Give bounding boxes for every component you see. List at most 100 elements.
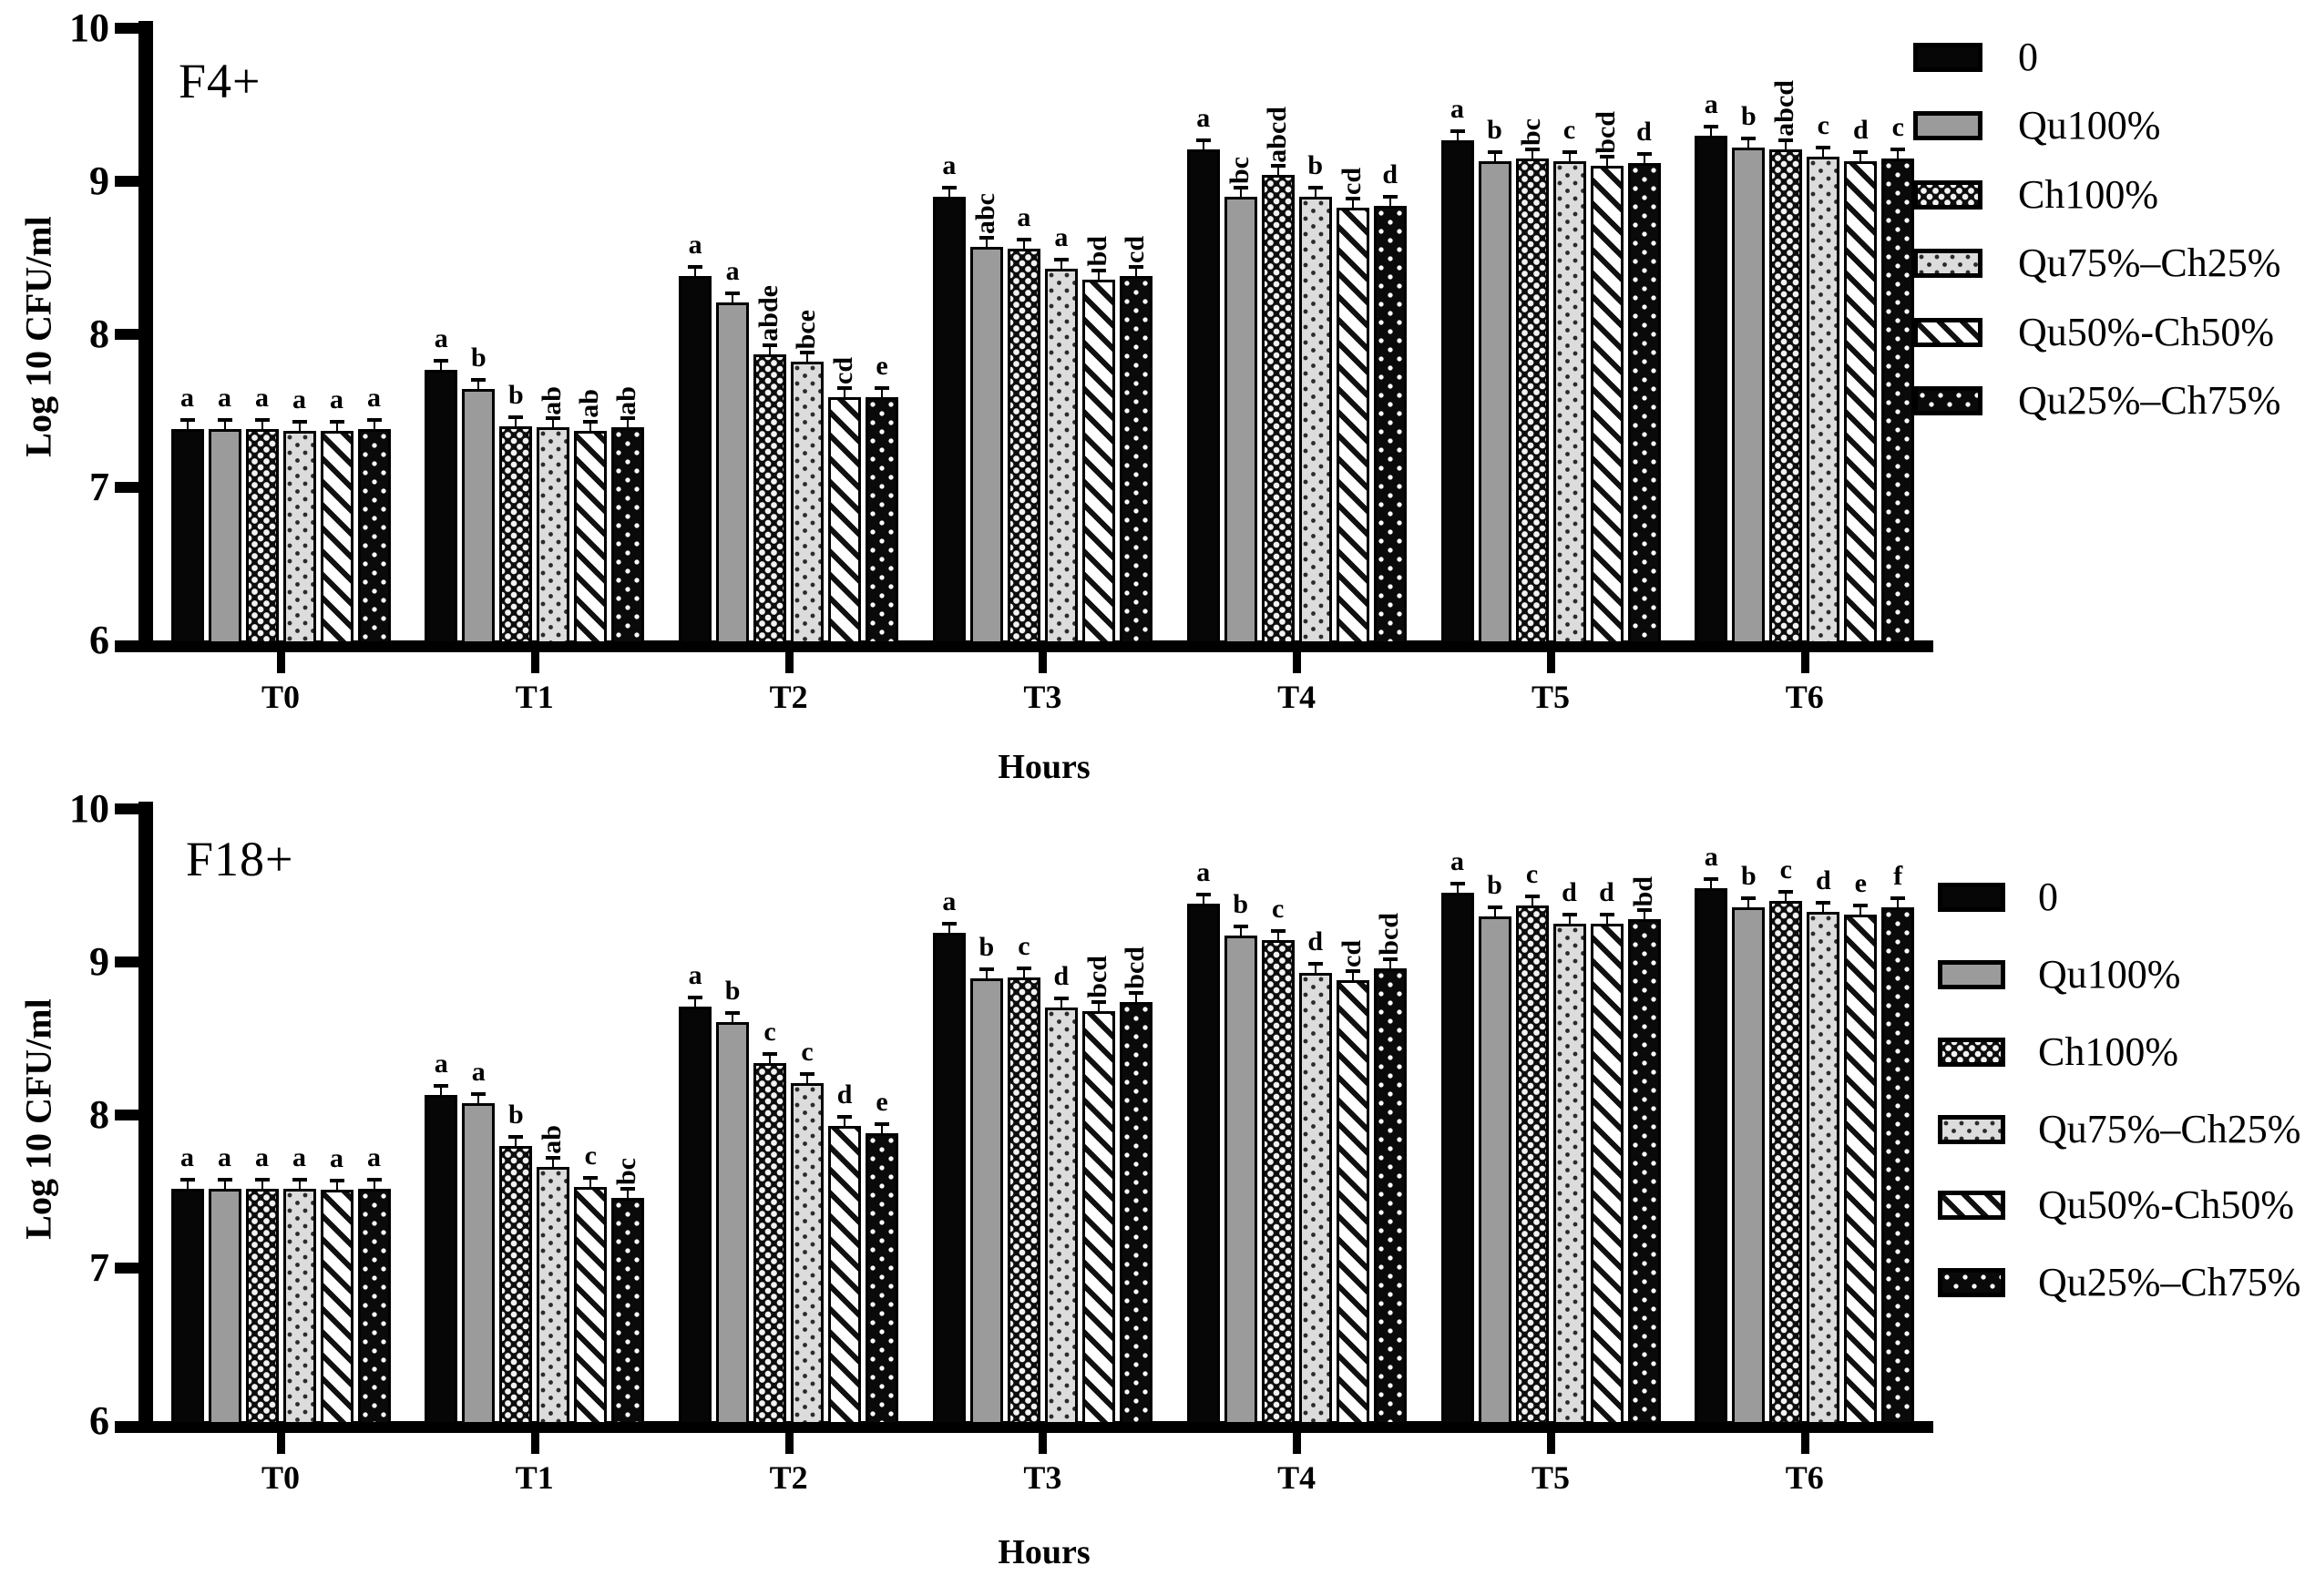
sig-letter: bcd <box>1081 956 1112 998</box>
x-tick <box>530 1433 539 1454</box>
error-bar <box>223 421 226 430</box>
y-tick <box>115 482 138 493</box>
y-tick <box>115 1263 138 1274</box>
sig-letter: bc <box>1224 156 1255 184</box>
bar <box>1881 158 1915 644</box>
bar <box>1881 906 1915 1425</box>
bar <box>425 369 458 644</box>
error-bar-cap <box>254 1177 270 1182</box>
error-bar-cap <box>1704 877 1719 882</box>
error-bar <box>477 1094 480 1103</box>
sig-letter: b <box>978 932 995 963</box>
sig-letter: a <box>434 1049 448 1079</box>
sig-letter: a <box>434 322 448 353</box>
sig-letter: bcd <box>1373 913 1404 956</box>
error-bar-cap <box>725 291 741 295</box>
error-bar <box>335 422 338 431</box>
error-bar-cap <box>1233 925 1248 929</box>
error-bar <box>1097 1002 1100 1011</box>
sig-letter: c <box>1272 894 1285 925</box>
error-bar <box>1388 197 1391 206</box>
error-bar <box>1276 167 1279 176</box>
error-bar <box>1493 907 1496 916</box>
error-bar <box>1568 916 1571 924</box>
legend-label: Qu25%–Ch75% <box>2038 1260 2301 1304</box>
error-bar <box>985 970 988 979</box>
error-bar <box>806 1074 809 1083</box>
bar <box>1478 161 1511 644</box>
sig-letter: ab <box>574 389 605 418</box>
y-tick-label: 9 <box>89 939 109 984</box>
y-tick-label: 6 <box>89 1398 109 1443</box>
error-bar <box>1351 199 1354 208</box>
x-category-label: T2 <box>769 1459 808 1496</box>
y-tick-label: 8 <box>89 1092 109 1137</box>
error-bar-cap <box>1816 900 1831 905</box>
sig-letter: bd <box>1627 875 1658 906</box>
error-bar-cap <box>620 416 636 421</box>
error-bar <box>373 1180 375 1189</box>
legend-swatch-checkerboard-bar <box>1913 180 1982 210</box>
x-category-label: T0 <box>261 1459 300 1496</box>
sig-letter: d <box>1815 864 1831 895</box>
sig-letter: a <box>942 149 957 180</box>
error-bar <box>732 1013 734 1022</box>
bar <box>425 1095 458 1425</box>
bar <box>1007 977 1040 1425</box>
bar <box>1590 924 1624 1425</box>
x-tick <box>1800 1433 1809 1454</box>
sig-letter: b <box>1740 860 1757 891</box>
bar <box>208 429 241 644</box>
bar <box>1732 906 1766 1425</box>
error-bar <box>1276 932 1279 941</box>
x-category-label: T1 <box>515 1459 554 1496</box>
error-bar <box>552 1159 555 1168</box>
error-bar <box>1747 898 1750 907</box>
sig-letter: a <box>367 1141 381 1172</box>
error-bar <box>186 1180 189 1189</box>
bar <box>866 396 899 644</box>
x-tick <box>1547 652 1555 673</box>
bar <box>462 389 496 644</box>
bar <box>753 353 787 644</box>
bar <box>499 1145 533 1425</box>
sig-letter: d <box>1382 159 1398 189</box>
bar <box>1769 148 1803 644</box>
error-bar-cap <box>471 1091 487 1096</box>
error-bar-cap <box>837 385 853 390</box>
error-bar <box>1239 188 1242 197</box>
error-bar <box>948 188 950 197</box>
error-bar <box>477 381 480 390</box>
x-tick <box>1293 652 1302 673</box>
bar <box>969 247 1003 644</box>
x-axis-title: Hours <box>998 1533 1091 1571</box>
legend-swatch-diagonal-striped-bar <box>1938 1191 2005 1220</box>
error-bar <box>627 1189 630 1198</box>
y-tick-label: 7 <box>89 465 109 509</box>
bar <box>932 933 966 1425</box>
error-bar-cap <box>329 1179 344 1183</box>
error-bar <box>1351 972 1354 981</box>
bar <box>1081 279 1115 644</box>
bar <box>537 427 570 644</box>
y-axis <box>138 802 153 1433</box>
sig-letter: a <box>330 1143 343 1174</box>
y-axis-title: Log 10 CFU/ml <box>17 216 59 457</box>
error-bar-cap <box>254 418 270 423</box>
bar <box>1627 918 1661 1425</box>
sig-letter: a <box>180 1141 194 1172</box>
sig-letter: a <box>688 230 702 261</box>
sig-letter: a <box>292 1141 306 1172</box>
bar <box>1732 148 1766 644</box>
error-bar-cap <box>434 358 449 363</box>
error-bar-cap <box>1016 966 1031 970</box>
sig-letter: a <box>218 383 231 414</box>
y-tick <box>115 23 138 34</box>
legend-swatch-checkerboard-bar <box>1938 1038 2005 1067</box>
error-bar-cap <box>1345 196 1360 200</box>
sig-letter: cd <box>1336 940 1367 968</box>
bar <box>932 196 966 644</box>
error-bar <box>881 388 884 397</box>
error-bar-cap <box>725 1010 741 1015</box>
x-category-label: T6 <box>1785 1459 1824 1496</box>
